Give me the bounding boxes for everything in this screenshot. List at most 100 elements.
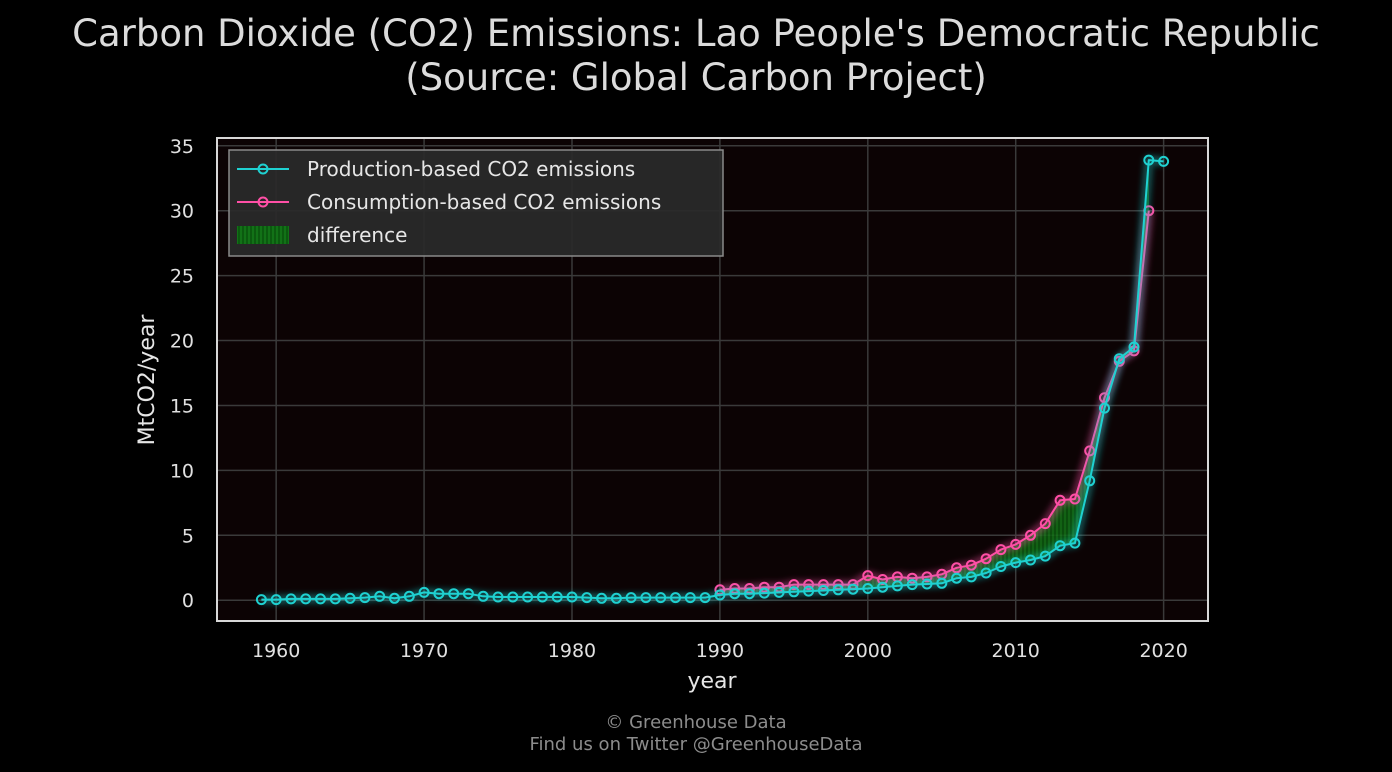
x-tick-label-1970: 1970 [400,640,448,662]
consumption-point-2006 [951,562,963,574]
production-point-1997 [817,585,829,596]
x-tick-label-2020: 2020 [1139,640,1187,662]
consumption-point-2011 [1025,529,1036,541]
production-line [261,159,1164,601]
production-point-1994 [773,586,785,598]
production-point-1977 [522,591,534,603]
production-point-2013 [1054,540,1066,552]
consumption-point-2013 [1054,494,1066,506]
consumption-point-2007 [965,559,977,571]
production-point-1991 [729,588,741,600]
y-tick-label-20: 20 [170,331,194,353]
consumption-line [719,210,1150,591]
production-point-1989 [699,592,711,604]
production-point-2002 [891,580,903,592]
consumption-point-2014 [1069,493,1081,505]
production-point-1965 [344,592,356,604]
production-point-1992 [744,588,755,600]
production-point-2012 [1039,550,1051,562]
production-point-1971 [433,588,445,600]
production-point-1990 [714,589,726,601]
production-point-1980 [566,591,578,603]
production-point-1984 [625,592,637,604]
legend-consumption-marker [257,196,269,208]
y-tick-label-25: 25 [170,266,194,288]
production-point-1964 [329,593,341,605]
production-point-1967 [374,590,386,602]
production-point-1995 [788,586,800,598]
production-point-2020 [1158,155,1170,167]
y-tick-label-15: 15 [170,395,194,417]
production-point-1968 [389,592,400,604]
footer-twitter: Find us on Twitter @GreenhouseData [529,734,863,755]
y-tick-label-10: 10 [170,460,194,482]
production-point-2004 [921,578,933,590]
production-point-2017 [1113,353,1125,365]
x-tick-label-2000: 2000 [844,640,892,662]
footer-copyright: © Greenhouse Data [605,712,787,733]
chart-title-line2: (Source: Global Carbon Project) [405,56,987,99]
legend-production-label: Production-based CO2 emissions [307,157,635,181]
production-point-1972 [448,588,460,600]
consumption-point-2000 [862,570,874,582]
consumption-point-2008 [980,553,992,565]
y-tick-label-35: 35 [170,136,194,158]
production-point-1976 [507,591,519,603]
production-point-1966 [359,592,371,604]
x-tick-label-1990: 1990 [696,640,744,662]
production-point-1996 [803,585,815,597]
production-point-2000 [862,583,874,594]
x-tick-label-2010: 2010 [992,640,1040,662]
production-point-2005 [936,577,948,589]
production-point-1978 [536,591,548,603]
production-point-2018 [1128,341,1140,353]
chart-title: Carbon Dioxide (CO2) Emissions: Lao Peop… [0,12,1392,100]
legend-difference-swatch [237,226,289,244]
production-point-1959 [255,594,267,606]
production-point-1982 [596,592,608,604]
production-point-2008 [980,567,992,579]
production-point-2010 [1010,557,1022,569]
chart-title-line1: Carbon Dioxide (CO2) Emissions: Lao Peop… [72,12,1320,55]
production-point-2003 [906,579,918,591]
production-point-1985 [640,592,652,604]
production-point-2015 [1084,475,1096,487]
production-point-2014 [1069,537,1081,549]
legend: Production-based CO2 emissions Consumpti… [228,149,724,257]
production-point-1963 [315,593,326,605]
production-point-1986 [655,592,667,604]
production-point-1987 [670,592,681,604]
production-point-1993 [758,587,770,599]
production-point-2007 [965,571,977,583]
production-point-1981 [581,592,593,604]
production-point-1975 [492,591,504,603]
production-point-2001 [877,581,889,593]
plot-frame [216,137,1209,622]
production-point-1979 [551,591,563,603]
production-point-1961 [285,593,297,605]
consumption-point-2009 [995,544,1007,556]
production-point-1998 [832,584,844,596]
series-lines [255,154,1170,606]
y-axis-label: MtCO2/year [135,314,160,446]
x-tick-label-1980: 1980 [548,640,596,662]
production-point-2006 [951,572,963,584]
production-point-1962 [300,593,312,605]
production-point-2009 [995,561,1007,572]
y-tick-label-30: 30 [170,201,194,223]
legend-box [228,149,724,257]
production-point-1973 [462,588,474,600]
production-point-1988 [684,592,696,604]
production-point-2016 [1099,402,1110,414]
production-point-1983 [610,592,622,604]
production-point-1974 [477,590,489,602]
production-point-1970 [418,586,430,598]
consumption-point-2012 [1039,518,1051,530]
x-axis-label: year [687,669,737,694]
y-tick-label-5: 5 [182,525,194,547]
legend-consumption-label: Consumption-based CO2 emissions [307,190,661,214]
production-point-1960 [270,594,282,606]
production-point-2019 [1143,154,1155,166]
y-axis-ticks: 0 5 10 15 20 25 30 35 [170,136,194,612]
